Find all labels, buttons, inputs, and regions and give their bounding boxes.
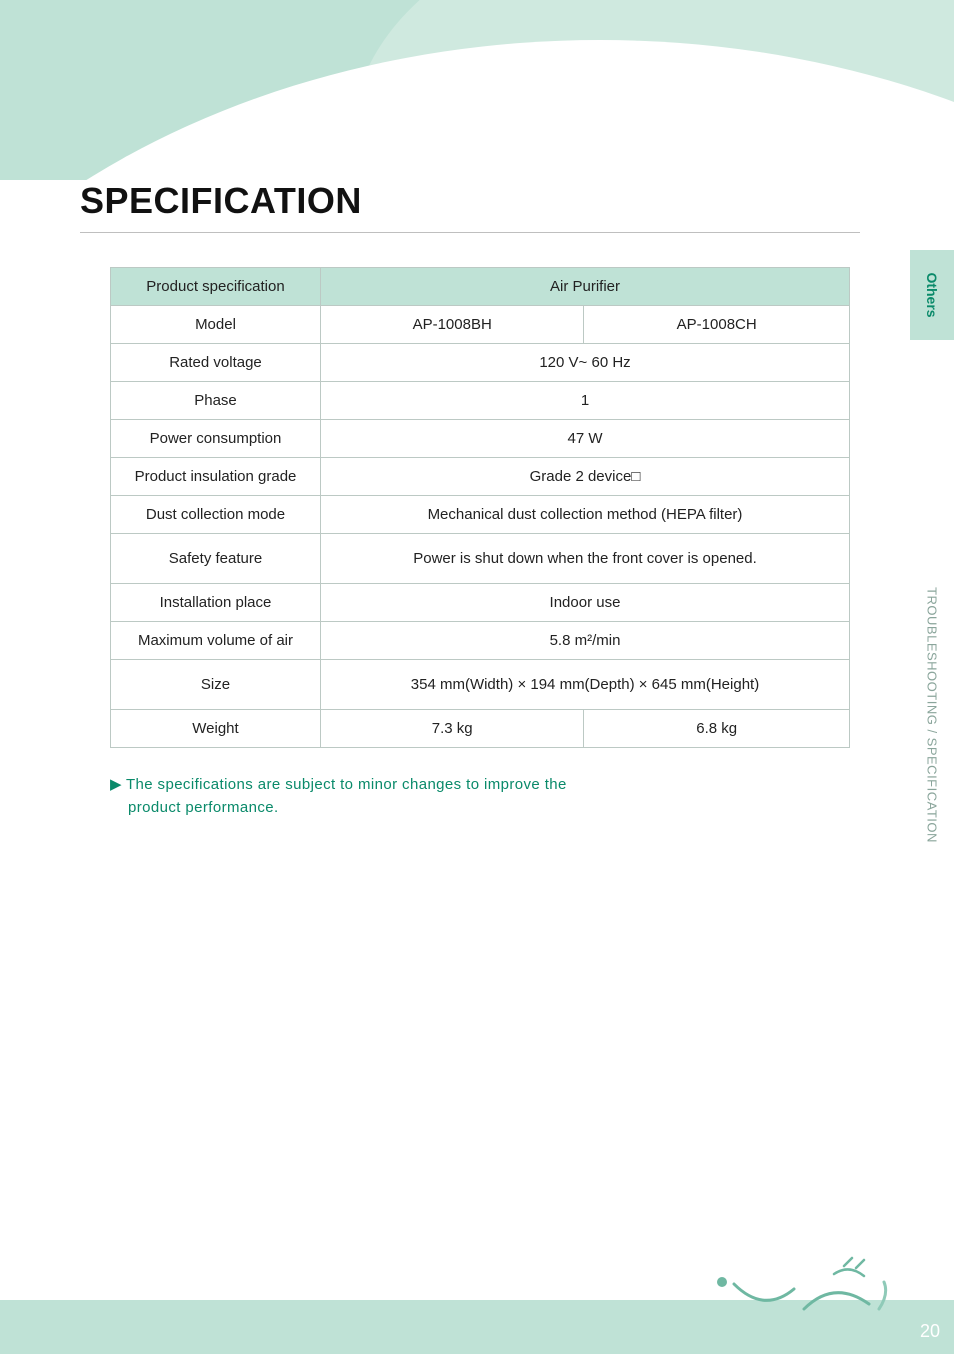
side-tab-active-label: Others [924, 272, 940, 317]
row-label: Phase [111, 382, 321, 420]
row-value: Indoor use [321, 584, 850, 622]
top-swirl [354, 0, 954, 180]
row-label: Rated voltage [111, 344, 321, 382]
row-value: Mechanical dust collection method (HEPA … [321, 496, 850, 534]
row-label: Maximum volume of air [111, 622, 321, 660]
page-title: SPECIFICATION [80, 180, 860, 233]
row-value: 120 V~ 60 Hz [321, 344, 850, 382]
table-row: Phase1 [111, 382, 850, 420]
row-value: 47 W [321, 420, 850, 458]
table-row: Weight7.3 kg6.8 kg [111, 710, 850, 748]
row-value: 1 [321, 382, 850, 420]
page-content: SPECIFICATION Product specification Air … [80, 180, 860, 819]
row-value: Power is shut down when the front cover … [321, 534, 850, 584]
side-tab: Others TROUBLESHOOTING / SPECIFICATION [910, 250, 954, 1090]
table-row: Dust collection modeMechanical dust coll… [111, 496, 850, 534]
table-row: Safety featurePower is shut down when th… [111, 534, 850, 584]
table-header-row: Product specification Air Purifier [111, 268, 850, 306]
row-value-a: AP-1008BH [321, 306, 584, 344]
header-product-type: Air Purifier [321, 268, 850, 306]
row-value-a: 7.3 kg [321, 710, 584, 748]
table-row: Product insulation gradeGrade 2 device□ [111, 458, 850, 496]
header-spec-label: Product specification [111, 268, 321, 306]
row-label: Weight [111, 710, 321, 748]
row-label: Size [111, 660, 321, 710]
footer-doodle-icon [684, 1254, 904, 1324]
row-label: Installation place [111, 584, 321, 622]
footnote-line1: The specifications are subject to minor … [126, 776, 567, 793]
top-mint-band [0, 0, 954, 180]
row-value-b: AP-1008CH [584, 306, 850, 344]
row-label: Product insulation grade [111, 458, 321, 496]
row-value-b: 6.8 kg [584, 710, 850, 748]
table-row: Installation placeIndoor use [111, 584, 850, 622]
table-row: Power consumption47 W [111, 420, 850, 458]
page-number: 20 [920, 1321, 940, 1342]
row-value: Grade 2 device□ [321, 458, 850, 496]
row-label: Dust collection mode [111, 496, 321, 534]
footnote-line2: product performance. [128, 799, 279, 816]
table-row: Size354 mm(Width) × 194 mm(Depth) × 645 … [111, 660, 850, 710]
side-tab-breadcrumb: TROUBLESHOOTING / SPECIFICATION [910, 340, 954, 1090]
triangle-icon: ▶ [110, 776, 122, 793]
side-tab-breadcrumb-label: TROUBLESHOOTING / SPECIFICATION [925, 587, 940, 843]
row-label: Model [111, 306, 321, 344]
specification-table: Product specification Air Purifier Model… [110, 267, 850, 748]
row-value: 5.8 m²/min [321, 622, 850, 660]
table-row: Rated voltage120 V~ 60 Hz [111, 344, 850, 382]
side-tab-active: Others [910, 250, 954, 340]
footnote: ▶The specifications are subject to minor… [110, 774, 860, 819]
row-value: 354 mm(Width) × 194 mm(Depth) × 645 mm(H… [321, 660, 850, 710]
table-row: Maximum volume of air5.8 m²/min [111, 622, 850, 660]
footer-bar: 20 [0, 1300, 954, 1354]
row-label: Safety feature [111, 534, 321, 584]
row-label: Power consumption [111, 420, 321, 458]
table-body: ModelAP-1008BHAP-1008CHRated voltage120 … [111, 306, 850, 748]
table-row: ModelAP-1008BHAP-1008CH [111, 306, 850, 344]
